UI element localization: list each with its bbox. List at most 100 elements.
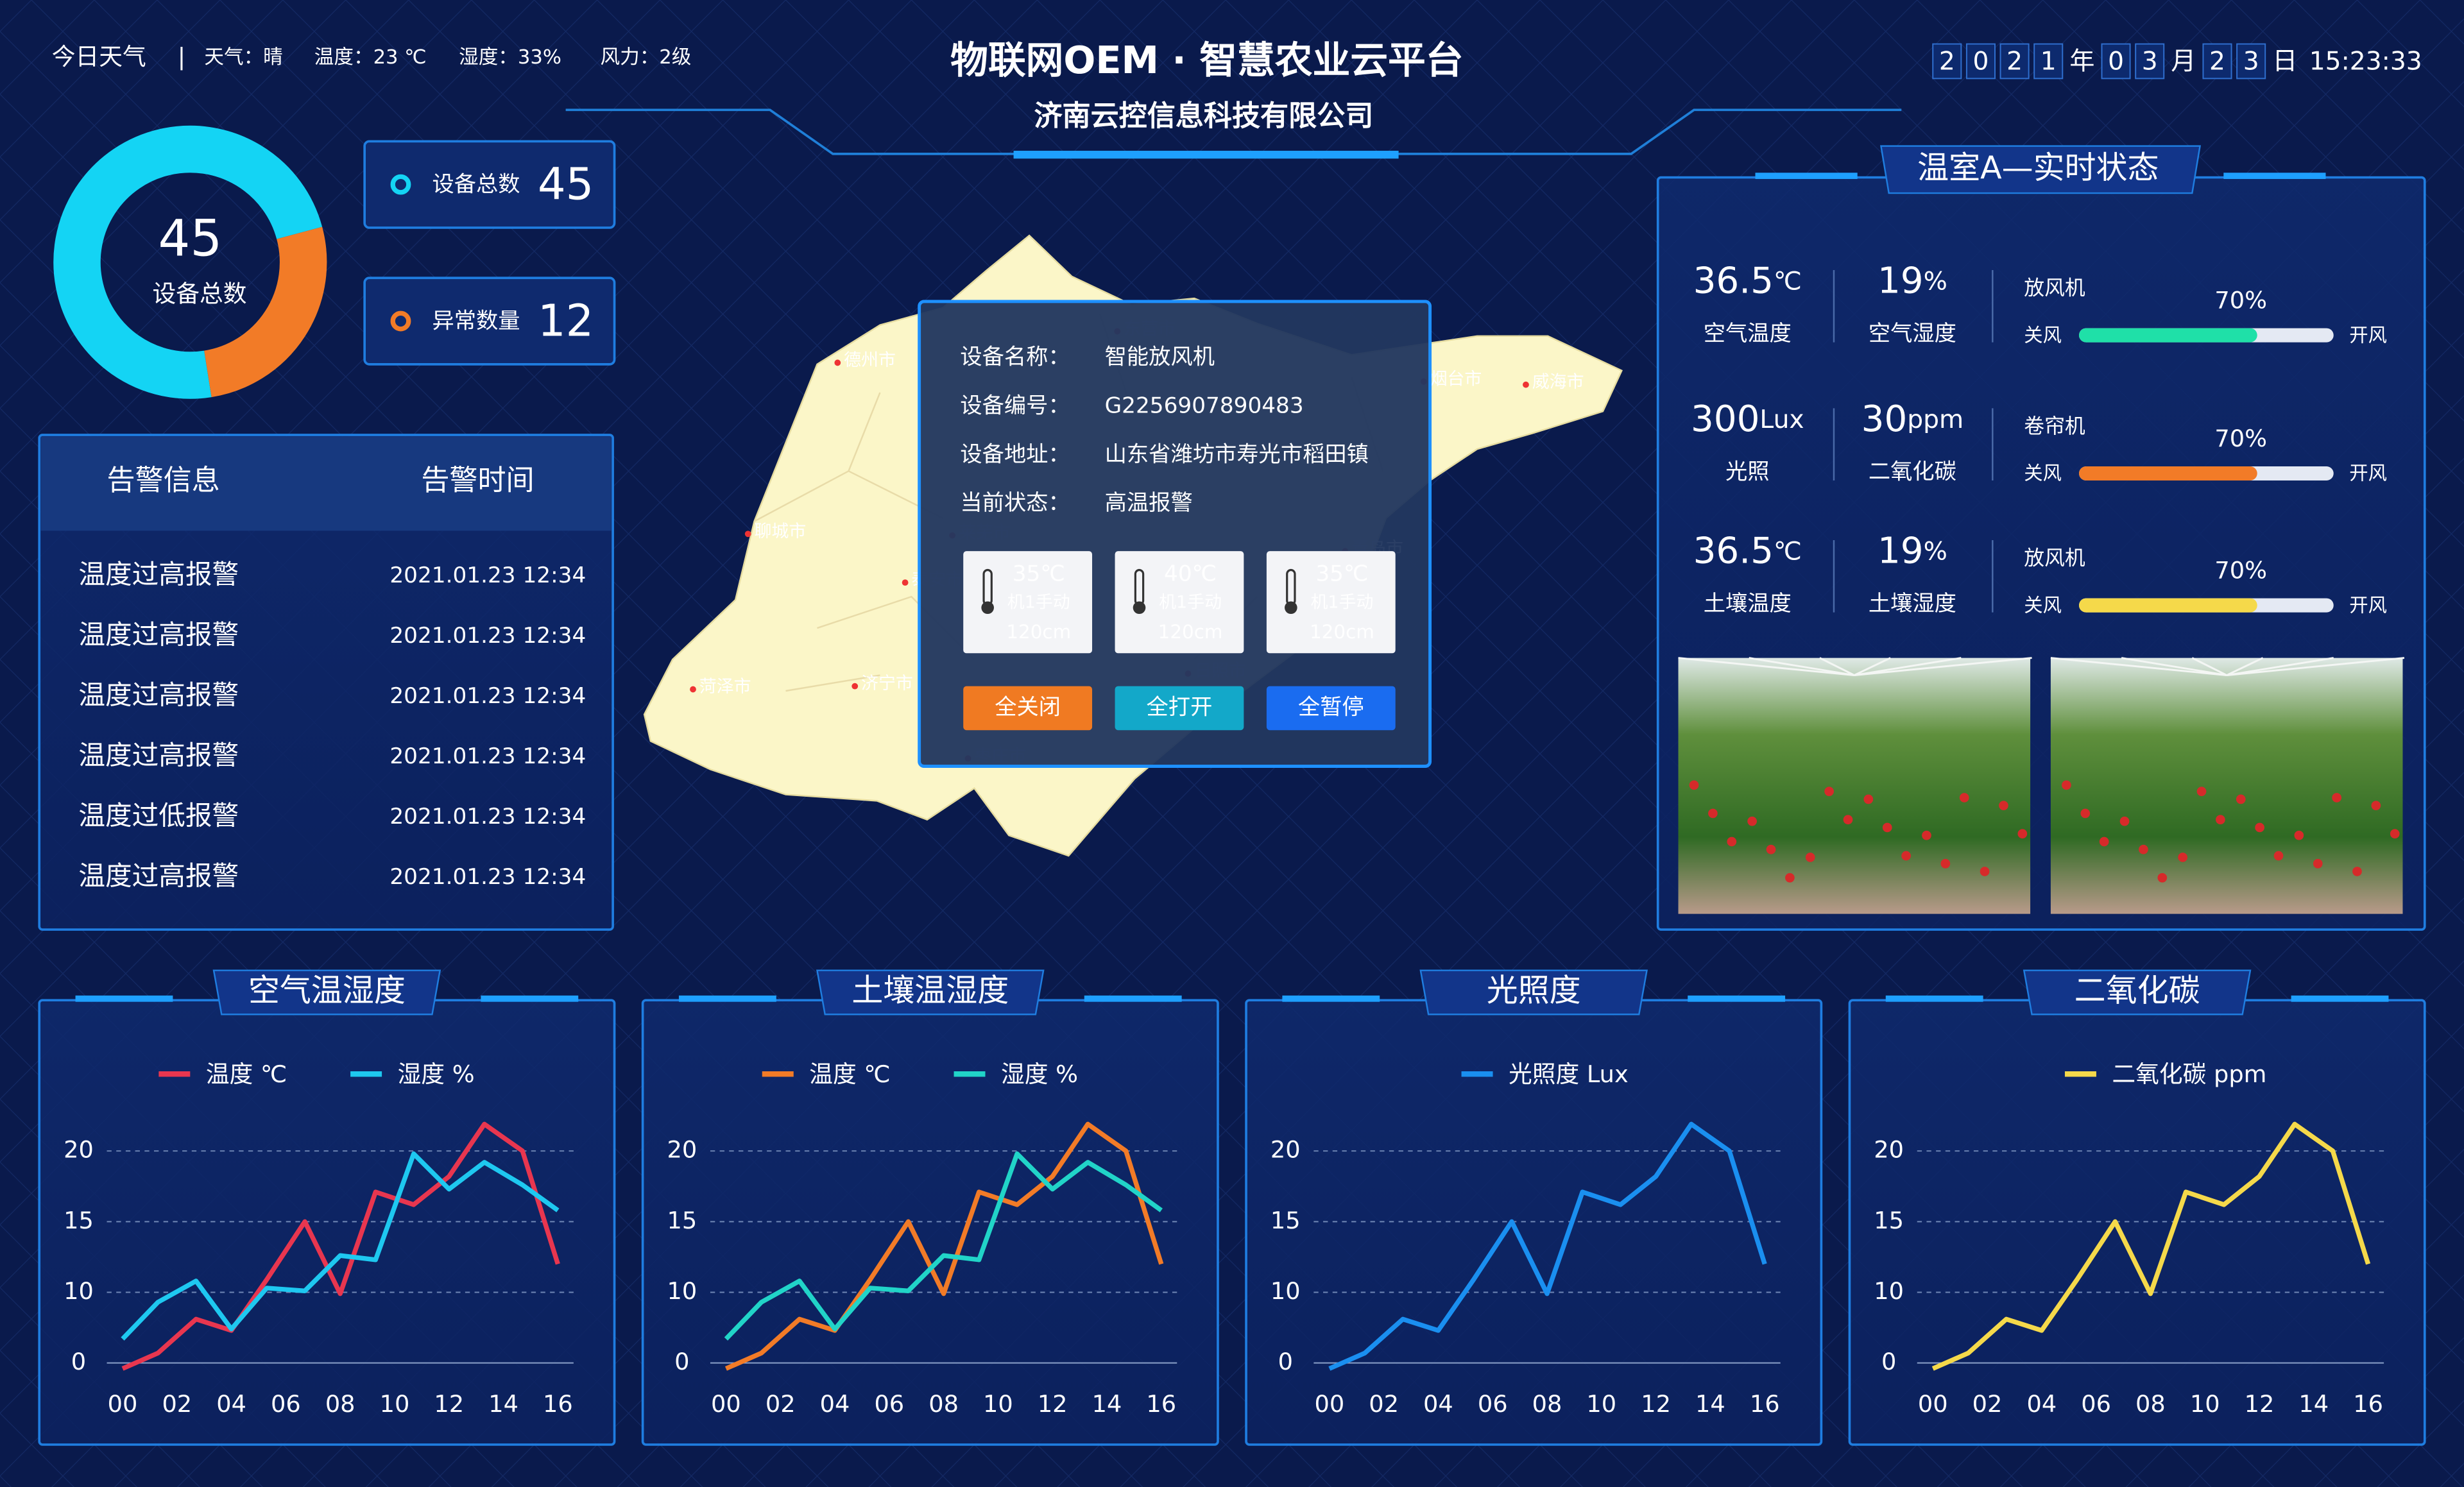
metric-value: 36.5℃ [1693,530,1802,572]
x-tick-label: 10 [380,1390,410,1418]
photo-fruit [2236,794,2246,804]
y-tick-label: 10 [64,1277,94,1305]
metric-value: 30ppm [1861,398,1964,440]
legend-label: 光照度 Lux [1509,1060,1629,1088]
metric-unit: % [1924,267,1947,296]
y-tick-label: 10 [1270,1277,1301,1305]
popup-field-label: 设备地址： [960,441,1070,467]
metric-unit: ℃ [1774,537,1802,566]
title-deco [1084,995,1182,1002]
x-tick-label: 02 [162,1390,192,1418]
photo-structure [1854,657,2032,676]
x-tick-label: 02 [766,1390,796,1418]
x-tick-label: 12 [2245,1390,2275,1418]
card-mode: 机1手动 [1007,592,1070,612]
popup-button[interactable] [963,686,1093,731]
donut-normal [53,125,323,399]
date-digit: 0 [2108,47,2124,76]
chart-title-tab [2023,969,2252,1015]
photo-structure [2121,657,2227,676]
device-name: 卷帘机 [2024,414,2085,438]
x-tick-label: 16 [543,1390,573,1418]
y-tick-label: 10 [667,1277,697,1305]
date-unit: 日 [2272,47,2297,76]
stat-label: 设备总数 [432,171,520,197]
photo-structure [1819,657,1855,676]
thermometer-bulb [981,601,994,615]
y-tick-label: 15 [64,1207,94,1234]
x-tick-label: 06 [2081,1390,2111,1418]
x-tick-label: 08 [2135,1390,2166,1418]
date-digit: 0 [1972,47,1989,76]
card-temp: 35℃ [1315,561,1368,586]
on-label: 开风 [2349,324,2387,346]
metric-label: 土壤湿度 [1869,591,1956,616]
alarm-panel [38,434,614,931]
title-deco [1282,995,1380,1002]
x-tick-label: 08 [325,1390,355,1418]
metric-label: 光照 [1725,459,1770,484]
x-tick-label: 06 [1478,1390,1508,1418]
x-tick-label: 16 [2353,1390,2383,1418]
popup-button-label: 全打开 [1147,694,1213,720]
city-dot [1523,381,1529,388]
x-tick-label: 00 [1918,1390,1948,1418]
x-tick-label: 10 [1586,1390,1616,1418]
x-tick-label: 02 [1369,1390,1399,1418]
photo-fruit [1922,830,1931,840]
photo-fruit [1824,786,1834,796]
data-line [121,1121,560,1371]
metric-number: 19 [1878,530,1924,572]
photo-fruit [1863,794,1874,804]
x-tick-label: 10 [2190,1390,2220,1418]
stat-value: 45 [538,158,594,210]
greenhouse-photo [2050,658,2403,914]
photo-fruit [1708,808,1718,819]
x-tick-label: 12 [1038,1390,1068,1418]
date-digit-box [1999,43,2030,80]
chart-title: 土壤温湿度 [851,972,1009,1008]
alarm-type: 温度过高报警 [78,739,239,770]
percent-bar [2079,466,2257,481]
popup-button[interactable] [1115,686,1244,731]
photo-fruit [2294,830,2304,840]
y-tick-label: 15 [667,1207,697,1234]
weather-label: 今日天气 [52,43,146,71]
alarm-type: 温度过高报警 [78,558,239,590]
photo-structure [1678,657,1854,676]
data-line [121,1151,560,1341]
metric-value: 300Lux [1691,398,1804,440]
title-deco [2223,173,2326,180]
stat-value: 12 [538,295,594,346]
date-digit: 3 [2243,47,2259,76]
photo-fruit [2157,872,2168,883]
title-deco [1755,173,1858,180]
thermometer-bulb [1133,601,1146,615]
photo-structure [2050,657,2227,676]
percent-bar [2079,598,2257,613]
photo-fruit [1805,853,1815,862]
card-temp: 40℃ [1164,561,1217,586]
popup-button[interactable] [1266,686,1396,731]
x-tick-label: 14 [488,1390,518,1418]
metric-label: 土壤温度 [1704,591,1792,616]
popup-field-label: 设备名称： [960,344,1070,370]
chart-title: 二氧化碳 [2075,972,2200,1008]
metric-value: 36.5℃ [1693,260,1802,302]
photo-fruit [2119,816,2130,826]
popup-field-value: 高温报警 [1105,490,1193,516]
stat-dot [390,174,411,195]
photo-structure [1749,657,1855,676]
metric-unit: ppm [1907,405,1964,434]
donut-value: 45 [158,209,222,268]
on-label: 开风 [2349,463,2387,484]
photo-fruit [2080,808,2091,819]
metric-unit: ℃ [1774,267,1802,296]
x-tick-label: 16 [1146,1390,1176,1418]
photo-fruit [2196,786,2207,796]
city-dot [902,579,909,586]
card-mode: 机1手动 [1310,592,1373,612]
alarm-time: 2021.01.23 12:34 [389,563,586,588]
x-tick-label: 04 [2026,1390,2057,1418]
percent-bar [2079,328,2257,343]
